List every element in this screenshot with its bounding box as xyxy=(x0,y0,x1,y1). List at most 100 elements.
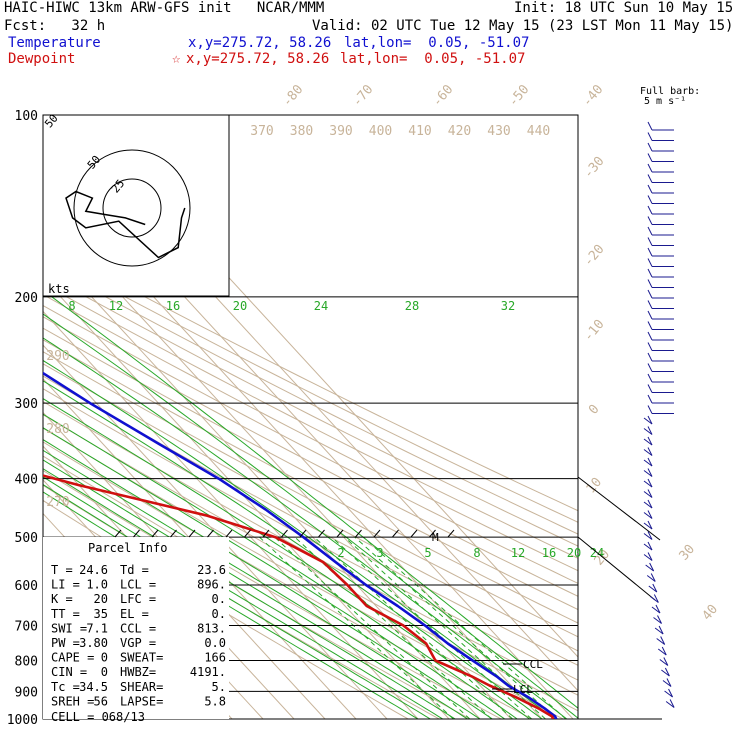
hatch-mark xyxy=(207,529,214,538)
wind-barb-flag xyxy=(647,205,653,215)
dry-adiabat-line xyxy=(43,262,578,535)
parcel-field-value: 0.0 xyxy=(204,636,226,650)
connector-line xyxy=(577,536,656,601)
theta-label: 380 xyxy=(290,124,313,139)
dry-adiabat-line xyxy=(43,441,534,719)
dry-adiabat-line xyxy=(43,363,578,652)
temperature-latlon: lat,lon= 0.05, -51.07 xyxy=(344,35,530,51)
parcel-field-label: LAPSE= xyxy=(120,694,163,708)
wind-barb-flag xyxy=(647,405,653,414)
parcel-field-label: SREH = xyxy=(51,694,94,708)
parcel-field-label: LCL = xyxy=(120,578,156,592)
lcl-marker: LCL xyxy=(513,683,533,696)
parcel-info-title: Parcel Info xyxy=(88,541,167,555)
wind-barb xyxy=(643,438,653,446)
parcel-field-label: Tc = xyxy=(51,680,80,694)
wind-barb-flag xyxy=(647,499,653,509)
wind-barb-flag xyxy=(647,510,653,519)
wind-barb-flag xyxy=(647,174,653,183)
parcel-field-value: 0. xyxy=(212,592,226,606)
isotherm-line xyxy=(43,310,419,719)
wind-barb-flag xyxy=(649,562,655,572)
wind-barb-flag xyxy=(653,594,659,603)
ccl-marker: CCL xyxy=(523,658,543,671)
parcel-info-panel: Parcel Info T = 24.6 Td = 23.6 LI = 1.0 LCL = 8… xyxy=(43,537,229,724)
hatch-mark xyxy=(188,529,196,538)
parcel-field-label: K = xyxy=(51,592,73,606)
wind-barb-flag xyxy=(655,604,661,614)
wind-barb-flag xyxy=(668,688,673,698)
barb-legend-line1: Full barb: xyxy=(640,86,700,97)
wind-barb-flag xyxy=(647,184,653,194)
parcel-field-value: 0 xyxy=(101,665,108,679)
theta-label: 390 xyxy=(329,124,352,139)
dry-adiabat-line xyxy=(43,388,578,681)
wind-barb-flag xyxy=(647,310,653,320)
header-init: Init: 18 UTC Sun 10 May 15 xyxy=(514,0,734,16)
wind-barb-flag xyxy=(647,331,653,341)
hodograph-units-label: kts xyxy=(48,282,70,296)
wind-barb-flag xyxy=(660,636,666,645)
mixing-ratio-line xyxy=(259,536,454,719)
parcel-field-value: 35 xyxy=(94,607,108,621)
wind-barb-flag xyxy=(647,247,653,257)
parcel-field-label: HWBZ= xyxy=(120,665,156,679)
wind-barb-flag xyxy=(647,541,653,551)
mixing-ratio-label: 5 xyxy=(424,546,431,560)
theta-label: 400 xyxy=(369,124,392,139)
parcel-field-label: SHEAR= xyxy=(120,680,163,694)
wind-barb-flag xyxy=(647,552,653,561)
hatch-mark xyxy=(299,529,307,538)
parcel-field-label: EL = xyxy=(120,607,149,621)
wind-barb xyxy=(643,512,653,519)
wind-barb-flag xyxy=(669,699,675,708)
parcel-field-label: SWEAT= xyxy=(120,651,163,665)
parcel-field-value: 56 xyxy=(94,694,108,708)
m-marker: M xyxy=(432,531,439,544)
hatch-mark xyxy=(336,529,344,538)
mixing-ratio-label: 12 xyxy=(109,299,123,313)
dry-adiabat-line xyxy=(43,241,578,512)
pressure-tick-label: 1000 xyxy=(7,713,38,728)
isotherm-label: -60 xyxy=(430,82,457,110)
wind-barb-flag xyxy=(661,646,667,656)
parcel-field-label: LI = xyxy=(51,578,80,592)
wind-barb-flag xyxy=(657,615,662,624)
pressure-tick-label: 800 xyxy=(15,654,38,669)
mixing-ratio-label: 16 xyxy=(166,299,180,313)
wind-barb-flag xyxy=(647,468,653,477)
wind-barb xyxy=(643,543,653,551)
isotherm-line xyxy=(43,344,388,719)
parcel-cell: CELL = 068/13 xyxy=(51,710,145,724)
wind-barb xyxy=(656,638,665,645)
wind-barb-flag xyxy=(647,142,653,152)
parcel-field-label: PW = xyxy=(51,636,80,650)
wind-barb xyxy=(643,459,653,467)
wind-barb-flag xyxy=(647,363,653,372)
parcel-field-label: CCL = xyxy=(120,621,156,635)
header-valid: Valid: 02 UTC Tue 12 May 15 (23 LST Mon … xyxy=(312,18,734,34)
wind-barb-flag xyxy=(647,426,653,435)
wind-barb-flag xyxy=(647,195,653,204)
wind-barb-flag xyxy=(647,342,653,351)
wind-barb-flag xyxy=(647,300,653,309)
dry-adiabat-line xyxy=(43,339,578,624)
temperature-label: Temperature xyxy=(8,35,101,51)
wind-barb xyxy=(643,449,653,456)
isotherm-label: -40 xyxy=(580,82,607,110)
dewpoint-star-icon: ☆ xyxy=(172,51,181,67)
dry-adiabat-line xyxy=(43,375,578,666)
parcel-field-value: 4191. xyxy=(190,665,226,679)
hatch-mark xyxy=(392,529,399,538)
hatch-mark xyxy=(170,529,177,538)
wind-barb xyxy=(657,648,667,656)
wind-barb xyxy=(659,659,669,666)
wind-barb xyxy=(646,575,656,582)
isotherm-label: -20 xyxy=(581,242,608,270)
mixing-ratio-label: 2 xyxy=(337,546,344,560)
dry-adiabat-line xyxy=(43,455,503,719)
wind-barb xyxy=(643,470,653,477)
parcel-field-value: 24.6 xyxy=(79,563,108,577)
hatch-mark xyxy=(373,529,381,538)
